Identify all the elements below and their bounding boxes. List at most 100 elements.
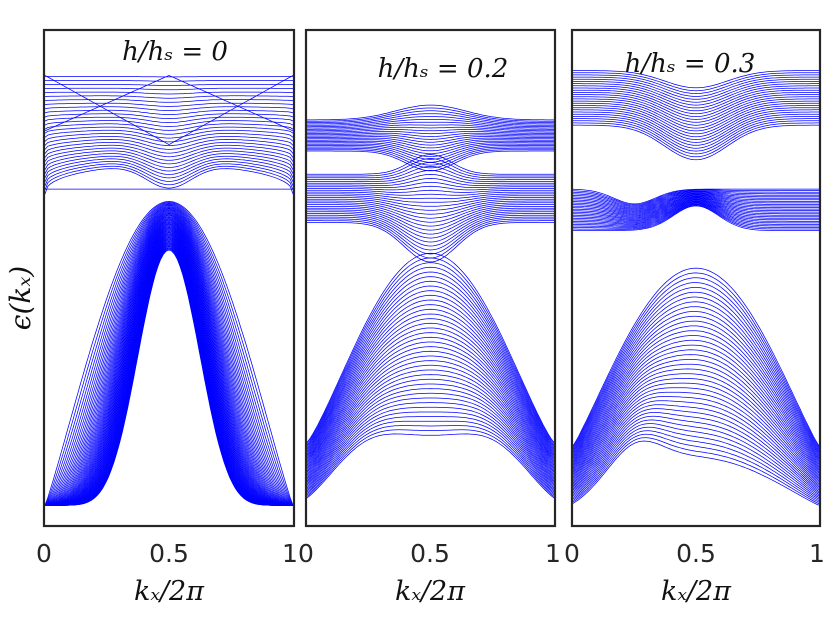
band-curve — [44, 201, 294, 506]
band-curve — [307, 145, 554, 160]
band-curve — [44, 204, 294, 506]
band-curve — [306, 271, 555, 449]
band-curve — [572, 194, 819, 213]
band-curve — [45, 224, 293, 506]
band-curve — [306, 299, 555, 457]
panel-1-title: h/hₛ = 0 — [122, 37, 228, 67]
band-curve — [306, 360, 555, 476]
band-curve — [44, 129, 294, 139]
band-curve — [306, 266, 555, 447]
band-curve — [572, 277, 820, 450]
band-curve — [573, 118, 819, 152]
band-curve — [306, 355, 555, 474]
band-curve — [573, 107, 819, 138]
band-curve — [572, 378, 820, 482]
band-curve — [306, 341, 555, 470]
band-curve — [572, 81, 820, 103]
band-curve — [573, 199, 819, 221]
band-curve — [44, 133, 294, 143]
band-curve — [572, 196, 819, 216]
band-curve — [572, 272, 820, 448]
band-curve — [306, 406, 555, 490]
panel-2-curves — [306, 104, 555, 499]
panel-1-xlabel: kₓ/2π — [134, 576, 205, 607]
band-curve — [572, 440, 820, 506]
band-curve — [44, 136, 294, 146]
band-curve — [307, 193, 554, 199]
panel-1-xtick-2: 1 — [282, 539, 298, 568]
band-curve — [306, 318, 555, 463]
band-curve — [572, 315, 820, 462]
band-curve — [572, 387, 820, 485]
band-curve — [572, 291, 820, 454]
band-curve — [573, 201, 819, 225]
band-curve — [572, 198, 819, 219]
band-curve — [307, 104, 554, 121]
band-curve — [573, 192, 819, 211]
band-curve — [306, 322, 555, 464]
band-curve — [573, 85, 819, 109]
band-curve — [306, 411, 555, 491]
band-curve — [307, 213, 554, 243]
band-curve — [45, 247, 293, 506]
panel-1-curves — [44, 75, 294, 506]
band-curve — [306, 290, 555, 454]
band-curve — [45, 212, 293, 506]
band-curve — [44, 142, 294, 154]
band-curve — [44, 155, 294, 174]
band-curve — [44, 144, 294, 158]
band-curve — [44, 95, 294, 99]
panel-3-frame — [570, 28, 822, 528]
band-curve — [44, 147, 294, 162]
band-curve — [306, 137, 555, 146]
band-curve — [44, 168, 294, 195]
band-curve — [45, 228, 293, 506]
band-curve — [44, 150, 294, 166]
band-curve — [573, 98, 819, 126]
band-curve — [306, 332, 555, 467]
band-curve — [307, 197, 554, 207]
band-curve — [44, 202, 294, 506]
band-curve — [572, 437, 820, 505]
band-curve — [572, 200, 819, 223]
band-curve — [44, 208, 294, 506]
band-curve — [307, 189, 554, 193]
band-curve — [306, 262, 555, 446]
band-curve — [572, 282, 820, 451]
band-curve — [573, 203, 819, 228]
band-curve — [572, 335, 820, 468]
band-curve — [307, 121, 554, 129]
band-curve — [45, 222, 293, 506]
band-curve — [573, 113, 819, 146]
band-curve — [44, 206, 294, 506]
band-curve — [307, 116, 554, 126]
panel-1-xtick-1: 0.5 — [149, 539, 189, 568]
band-curve — [307, 134, 554, 140]
band-curve — [45, 221, 293, 506]
panel-1-xtick-0: 0 — [36, 539, 52, 568]
panel-3: h/hₛ = 0.3 0 0.5 1 kₓ/2π — [564, 28, 825, 607]
panel-2-xtick-2: 1 — [545, 539, 561, 568]
band-curve — [572, 301, 820, 457]
band-curve — [573, 105, 819, 135]
band-curve — [306, 304, 555, 459]
band-curve — [306, 425, 555, 496]
panel-2: h/hₛ = 0.2 0 0.5 1 kₓ/2π — [298, 28, 561, 607]
panel-2-frame — [304, 28, 557, 528]
band-curve — [572, 189, 819, 206]
band-curve — [44, 139, 294, 150]
band-curve — [572, 430, 820, 502]
edge-state-curve — [44, 75, 294, 146]
panel-2-xtick-1: 0.5 — [410, 539, 450, 568]
band-curve — [573, 202, 819, 226]
band-curve — [572, 382, 820, 483]
band-curve — [306, 429, 555, 497]
band-curve — [307, 139, 554, 149]
band-curve — [573, 193, 819, 212]
band-curve — [573, 111, 819, 143]
band-curve — [307, 119, 554, 128]
band-curve — [572, 296, 820, 456]
band-curve — [45, 229, 293, 506]
band-curve — [44, 211, 294, 506]
